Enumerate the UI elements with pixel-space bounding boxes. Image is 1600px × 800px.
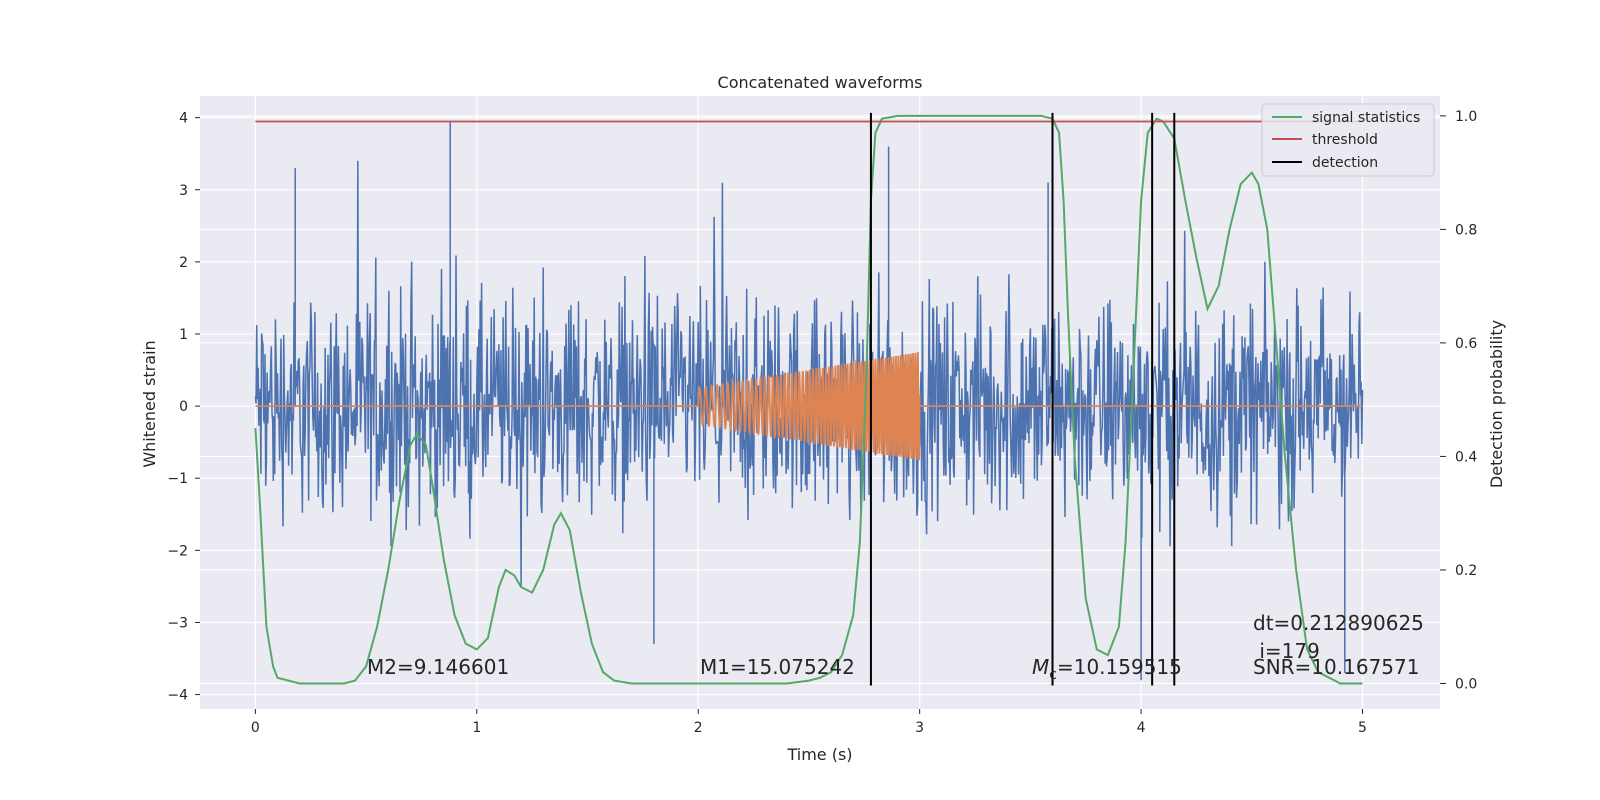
y-right-tick-label-2: 0.4 <box>1455 449 1477 465</box>
legend-label-signal-statistics: signal statistics <box>1312 110 1420 126</box>
y-left-tick-label-7: 3 <box>179 183 188 199</box>
annotation-dt: dt=0.212890625 <box>1253 611 1424 635</box>
y-right-tick-label-4: 0.8 <box>1455 222 1477 238</box>
x-axis-label: Time (s) <box>786 745 852 764</box>
y-axis-label-left: Whitened strain <box>140 340 159 467</box>
x-tick-label-1: 1 <box>472 720 481 736</box>
y-axis-label-right: Detection probability <box>1487 320 1506 488</box>
series-layer <box>254 112 1364 686</box>
annotation-m2: M2=9.146601 <box>367 655 509 679</box>
y-left-tick-label-3: −1 <box>167 471 188 487</box>
y-left-tick-label-0: −4 <box>167 688 188 704</box>
y-left-tick-label-5: 1 <box>179 327 188 343</box>
annotation-mc-subscript: c <box>1049 667 1057 683</box>
series-template <box>255 352 1363 461</box>
y-right-tick-label-1: 0.2 <box>1455 563 1477 579</box>
y-right-tick-label-3: 0.6 <box>1455 336 1477 352</box>
series-strain <box>254 121 1364 681</box>
y-right-tick-label-5: 1.0 <box>1455 109 1477 125</box>
y-left-tick-label-6: 2 <box>179 255 188 271</box>
annotation-m1: M1=15.075242 <box>700 655 855 679</box>
x-tick-label-4: 4 <box>1137 720 1146 736</box>
chart-title: Concatenated waveforms <box>718 73 923 92</box>
annotation-i: i=179 <box>1253 639 1320 663</box>
y-left-tick-label-1: −3 <box>167 615 188 631</box>
annotation-mc: Mc=10.159515 <box>1032 655 1182 683</box>
x-tick-label-2: 2 <box>694 720 703 736</box>
series-signal-statistics <box>254 114 1363 685</box>
legend-label-detection: detection <box>1312 155 1378 171</box>
y-left-tick-label-8: 4 <box>179 111 188 127</box>
annotation-mc-symbol: M <box>1032 655 1049 679</box>
axis-ticks: 0 1 2 3 4 5 −4 −3 −2 −1 0 1 2 3 4 0.0 0.2 0.4 0.6 0.8 1.0 <box>167 109 1477 736</box>
y-right-tick-label-0: 0.0 <box>1455 676 1477 692</box>
legend-box <box>1261 103 1435 177</box>
x-tick-label-0: 0 <box>251 720 260 736</box>
legend: signal statistics threshold detection <box>1261 103 1435 177</box>
detection-lines <box>869 112 1176 686</box>
y-left-tick-label-4: 0 <box>179 399 188 415</box>
x-tick-label-3: 3 <box>915 720 924 736</box>
x-tick-label-5: 5 <box>1358 720 1367 736</box>
legend-label-threshold: threshold <box>1312 132 1378 148</box>
y-left-tick-label-2: −2 <box>167 543 188 559</box>
annotation-mc-value: =10.159515 <box>1057 655 1182 679</box>
annotation-snr: SNR=10.167571 <box>1253 655 1419 679</box>
